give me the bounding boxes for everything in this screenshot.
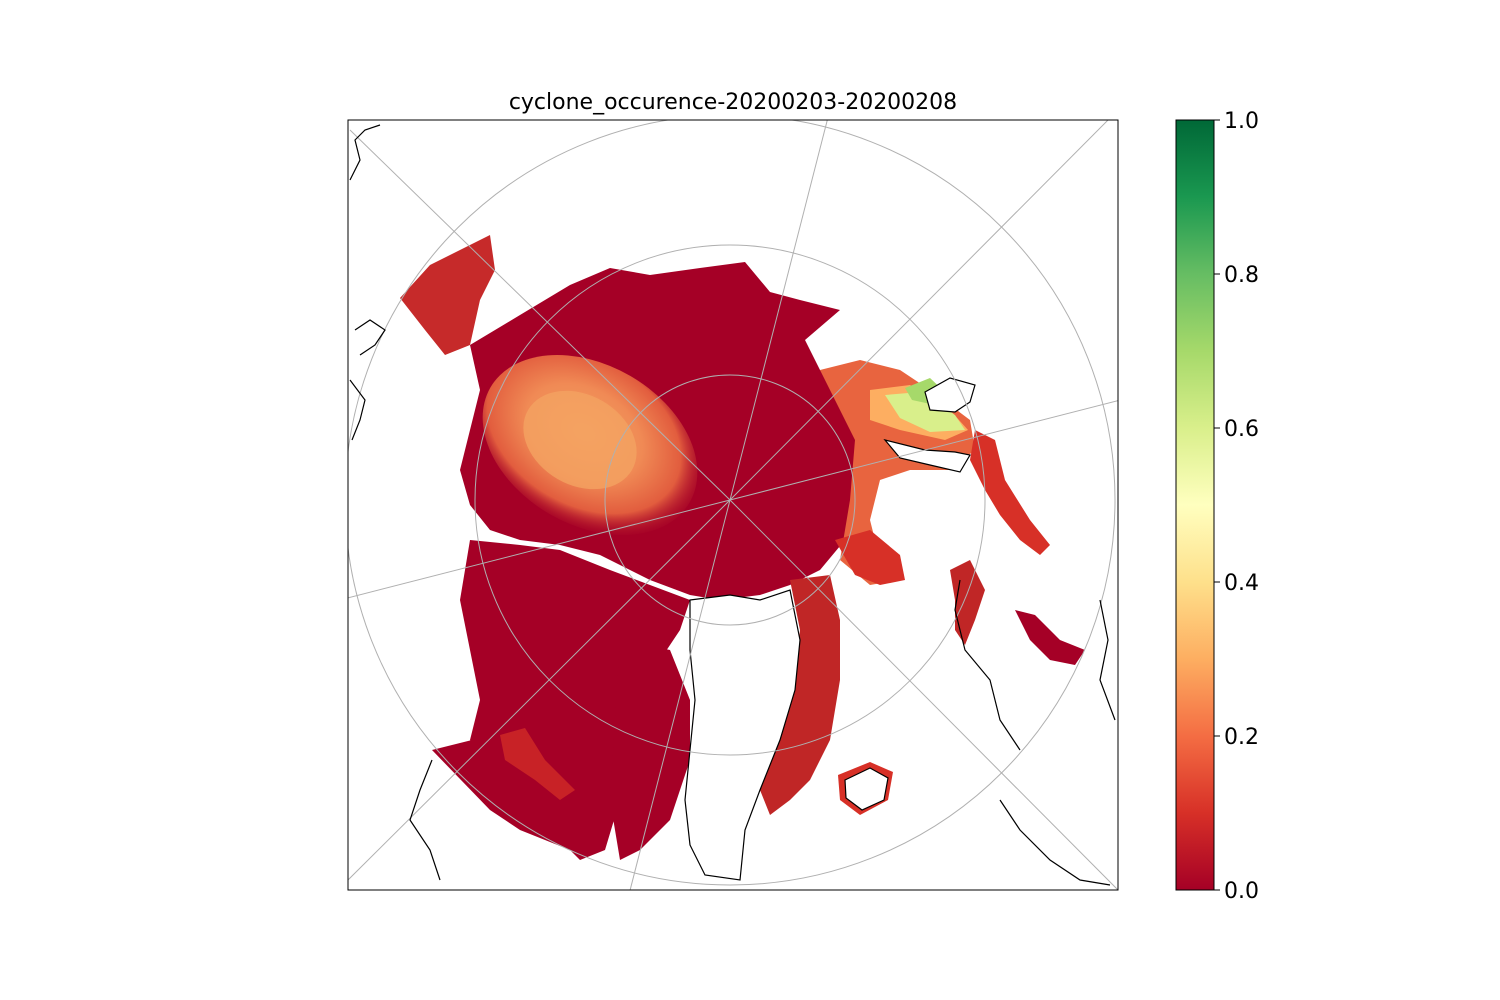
map-panel: [348, 120, 1118, 890]
colorbar-tick-label: 0.0: [1224, 879, 1259, 904]
colorbar-tick-label: 1.0: [1224, 109, 1259, 134]
colorbar-ticks: 0.0 0.2 0.4 0.6 0.8 1.0: [1214, 109, 1259, 904]
sea-ice-bering: [400, 235, 495, 355]
sea-ice-svalbard-edge: [835, 530, 905, 585]
novaya-zemlya-land: [883, 438, 971, 473]
colorbar-tick-label: 0.8: [1224, 263, 1259, 288]
sea-ice-baffin-bay: [610, 640, 690, 860]
colorbar: 0.0 0.2 0.4 0.6 0.8 1.0: [1175, 109, 1259, 904]
sea-ice-norwegian-coast: [970, 430, 1050, 555]
sea-ice-hudson-bay: [432, 730, 570, 850]
colorbar-tick-label: 0.6: [1224, 417, 1259, 442]
beaufort-core: [523, 390, 637, 490]
sea-ice-east-greenland: [760, 575, 840, 815]
colorbar-tick-label: 0.2: [1224, 725, 1259, 750]
hudson-bay-edge: [500, 728, 575, 800]
map-title: cyclone_occurence-20200203-20200208: [508, 90, 958, 115]
colorbar-gradient: [1175, 119, 1215, 891]
kara-peninsula-land: [924, 377, 976, 413]
map-frame: [347, 119, 1119, 891]
greenland-land: [684, 589, 801, 881]
colorbar-tick-label: 0.4: [1224, 571, 1259, 596]
sea-ice-kara-green: [885, 392, 965, 432]
iceland-land: [844, 767, 889, 811]
coastlines: [349, 124, 1116, 886]
sea-ice-baltic: [1015, 610, 1085, 665]
